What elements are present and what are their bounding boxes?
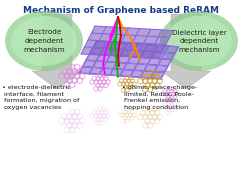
Polygon shape xyxy=(81,26,173,58)
Text: Electrode
dependent
mechanism: Electrode dependent mechanism xyxy=(23,29,65,53)
Ellipse shape xyxy=(5,11,83,71)
Polygon shape xyxy=(79,41,179,79)
Polygon shape xyxy=(161,14,211,89)
Ellipse shape xyxy=(160,11,238,71)
Text: Dielectric layer
dependent
mechanism: Dielectric layer dependent mechanism xyxy=(172,29,226,53)
Text: • electrode-dielectric
 interface, filament
 formation, migration of
 oxygen vac: • electrode-dielectric interface, filame… xyxy=(2,85,79,110)
Text: • ohmic, space-charge-
 limited, Redox, Poole-
 Frenkel emission,
 hopping condu: • ohmic, space-charge- limited, Redox, P… xyxy=(122,85,197,110)
Polygon shape xyxy=(32,14,82,89)
Ellipse shape xyxy=(11,16,77,66)
Ellipse shape xyxy=(166,16,232,66)
Text: Mechanism of Graphene based ReRAM: Mechanism of Graphene based ReRAM xyxy=(23,6,219,15)
